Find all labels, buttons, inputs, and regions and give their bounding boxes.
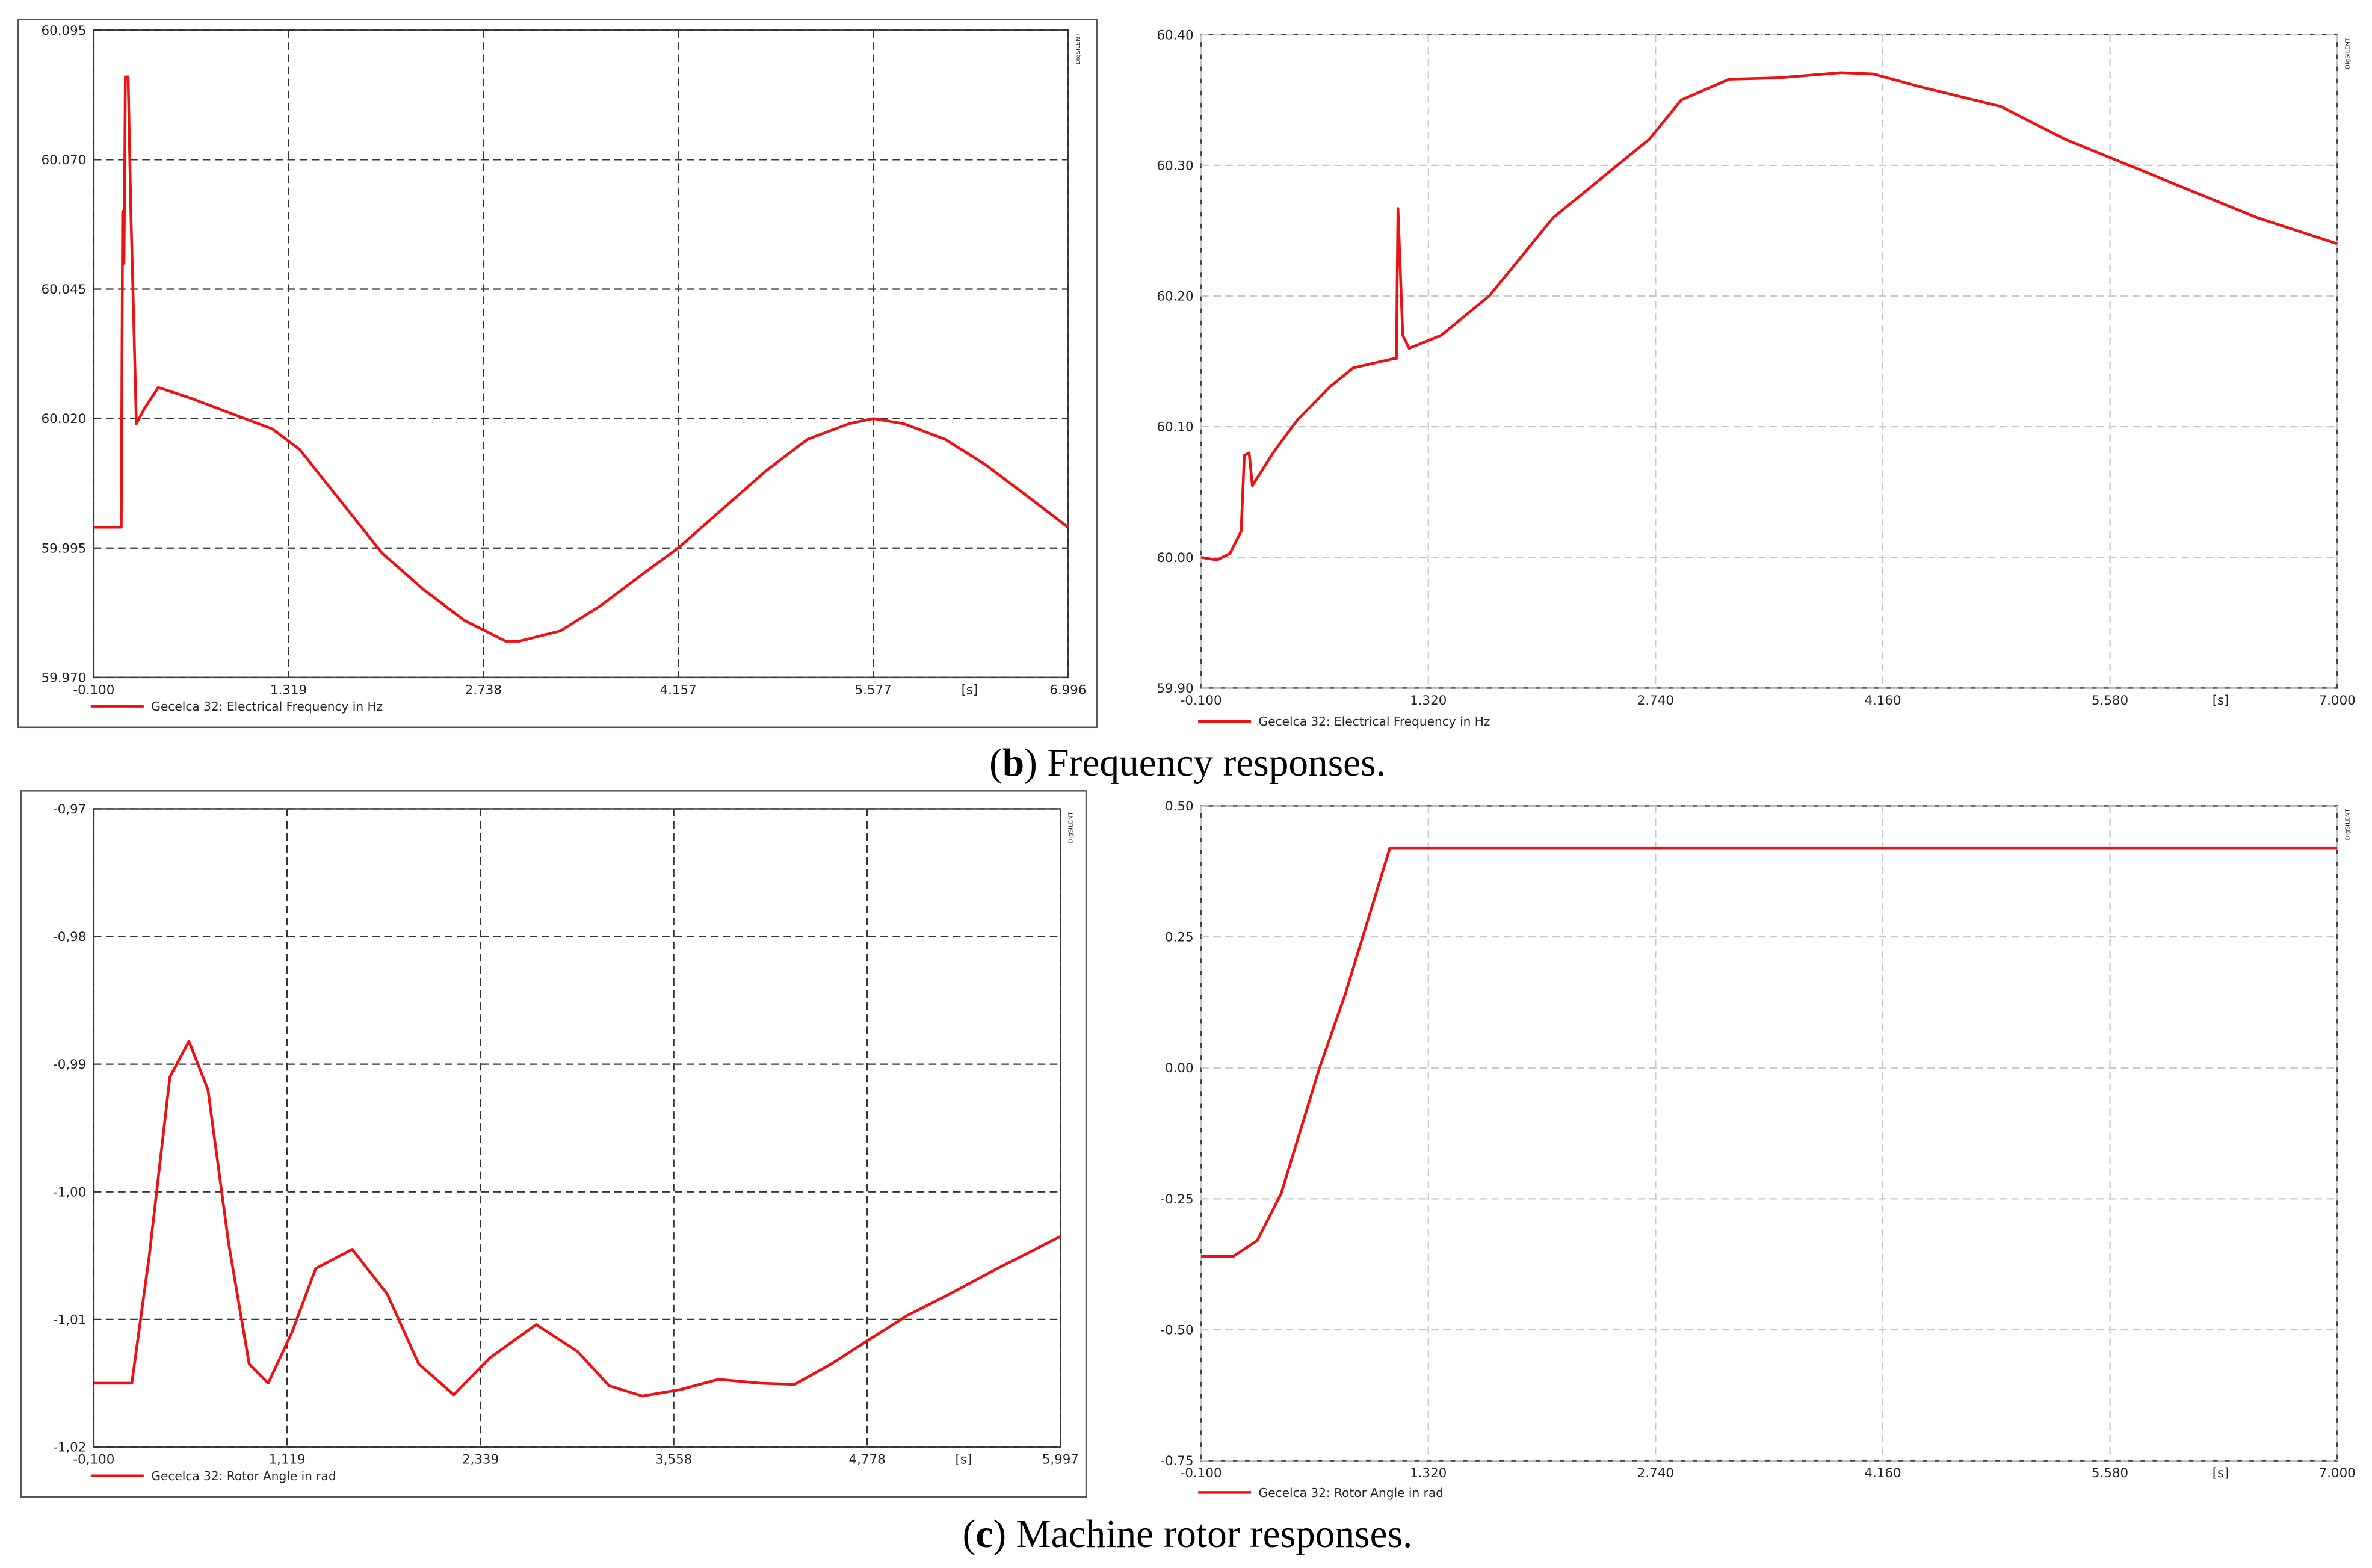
x-tick-label: 1.319 <box>270 682 307 697</box>
x-tick-label: 3,558 <box>655 1452 692 1468</box>
x-tick-label: 7.000 <box>2319 693 2356 708</box>
x-tick-label: -0.100 <box>1181 1466 1222 1481</box>
x-tick-label: 1.320 <box>1410 693 1447 708</box>
x-tick-label: 2,339 <box>462 1452 499 1468</box>
caption: (c) Machine rotor responses. <box>963 1513 1413 1556</box>
x-tick-label: -0,100 <box>73 1452 114 1468</box>
x-tick-label: 2.738 <box>465 682 502 697</box>
x-tick-label: 2.740 <box>1637 693 1674 708</box>
y-tick-label: 60.40 <box>1157 28 1193 43</box>
x-tick-label: -0.100 <box>1181 693 1222 708</box>
y-tick-label: -0.75 <box>1160 1454 1193 1469</box>
y-tick-label: -1,01 <box>53 1312 86 1327</box>
x-tick-label: 5.580 <box>2092 693 2128 708</box>
y-tick-label: 0.25 <box>1165 930 1194 945</box>
caption-letter: b <box>1002 741 1024 785</box>
caption: (b) Frequency responses. <box>989 741 1386 785</box>
watermark: DIgSILENT <box>1075 32 1082 64</box>
data-line <box>1201 846 2338 1258</box>
data-line <box>93 75 1069 643</box>
caption-text: ) Machine rotor responses. <box>993 1513 1412 1556</box>
x-axis-label: [s] <box>962 682 978 697</box>
x-tick-label: -0.100 <box>73 682 114 697</box>
y-tick-label: 60.045 <box>42 282 87 297</box>
chart-frame <box>20 790 1087 1498</box>
legend-label: Gecelca 32: Rotor Angle in rad <box>151 1469 336 1483</box>
caption-text: ) Frequency responses. <box>1024 741 1386 785</box>
caption-letter: c <box>975 1513 993 1556</box>
y-tick-label: 60.10 <box>1157 420 1193 435</box>
x-tick-label: 2.740 <box>1637 1466 1674 1481</box>
plot-area <box>1200 34 2338 689</box>
x-axis-label: [s] <box>956 1452 972 1468</box>
x-tick-label: 4.160 <box>1864 693 1901 708</box>
data-line <box>93 1040 1061 1398</box>
y-tick-label: 60.30 <box>1157 158 1193 173</box>
y-tick-label: -0,99 <box>53 1057 86 1072</box>
y-tick-label: 0.50 <box>1165 799 1194 814</box>
x-tick-label: 5,997 <box>1042 1452 1079 1468</box>
y-tick-label: 60.00 <box>1157 551 1193 566</box>
x-axis-label: [s] <box>2213 693 2229 708</box>
x-axis-label: [s] <box>2213 1466 2229 1481</box>
y-tick-label: -1,00 <box>53 1185 86 1200</box>
x-tick-label: 6.996 <box>1049 682 1086 697</box>
x-tick-label: 1,119 <box>268 1452 305 1468</box>
x-tick-label: 7.000 <box>2319 1466 2356 1481</box>
x-tick-label: 4,778 <box>849 1452 886 1468</box>
x-tick-label: 4.160 <box>1864 1466 1901 1481</box>
y-tick-label: 59.90 <box>1157 681 1193 696</box>
caption-open: ( <box>963 1513 976 1556</box>
legend-label: Gecelca 32: Rotor Angle in rad <box>1259 1486 1444 1500</box>
y-tick-label: 0.00 <box>1165 1061 1194 1076</box>
y-tick-label: -0.50 <box>1160 1323 1193 1338</box>
y-tick-label: 59.995 <box>42 541 87 556</box>
plot-area <box>93 29 1069 679</box>
chart-frame <box>17 19 1098 729</box>
watermark: DIgSILENT <box>2344 809 2351 841</box>
y-tick-label: 60.095 <box>42 23 87 39</box>
y-tick-label: -0,98 <box>53 930 86 945</box>
y-tick-label: 60.020 <box>42 412 87 427</box>
watermark: DIgSILENT <box>2344 37 2351 69</box>
data-line <box>1200 71 2338 561</box>
y-tick-label: -1,02 <box>53 1440 86 1455</box>
x-tick-label: 5.577 <box>855 682 892 697</box>
legend-label: Gecelca 32: Electrical Frequency in Hz <box>1259 714 1490 729</box>
x-tick-label: 5.580 <box>2092 1466 2128 1481</box>
watermark: DIgSILENT <box>1067 812 1074 844</box>
y-tick-label: 60.070 <box>42 153 87 168</box>
x-tick-label: 1.320 <box>1410 1466 1447 1481</box>
y-tick-label: 60.20 <box>1157 289 1193 304</box>
y-tick-label: -0.25 <box>1160 1192 1193 1207</box>
legend-label: Gecelca 32: Electrical Frequency in Hz <box>151 699 383 714</box>
caption-open: ( <box>989 741 1002 785</box>
x-tick-label: 4.157 <box>660 682 697 697</box>
y-tick-label: -0,97 <box>53 802 86 817</box>
y-tick-label: 59.970 <box>42 670 87 685</box>
